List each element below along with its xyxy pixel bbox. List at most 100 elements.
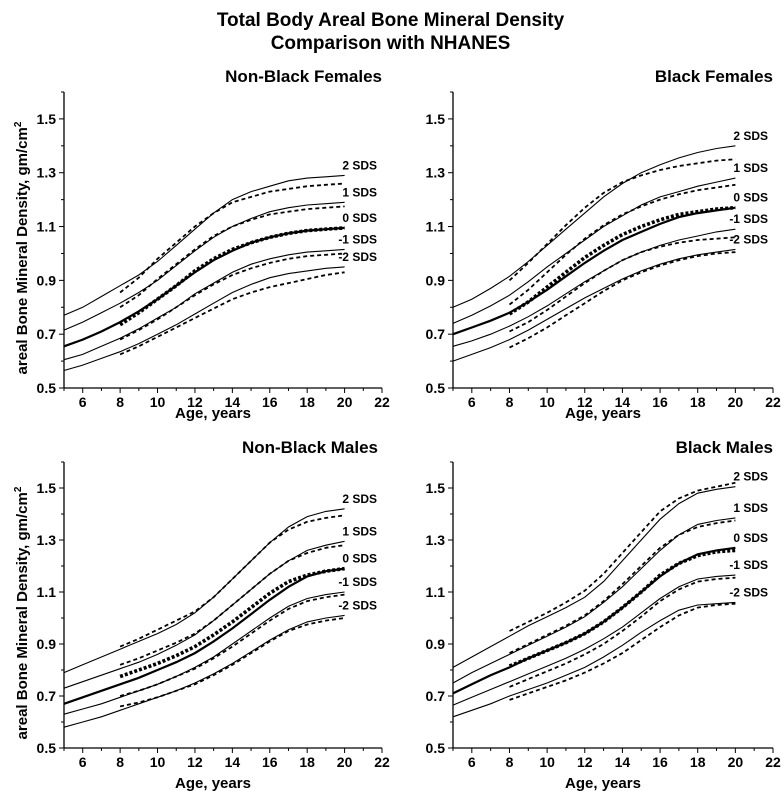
x-tick-label: 12 [187,394,203,410]
x-tick-label: 8 [506,394,514,410]
x-axis-label: Age, years [565,775,641,791]
series-line-nhanes-0-sds [119,226,345,327]
sds-annotation: 0 SDS [342,211,377,225]
sds-annotation: -1 SDS [729,212,768,226]
series-line-2-sds [452,601,736,718]
y-tick-label: 0.5 [426,740,446,756]
x-tick-label: 10 [150,394,166,410]
series-line-nhanes-1-sds [119,544,345,666]
y-tick-label: 1.1 [37,584,57,600]
x-tick-label: 6 [79,754,87,770]
x-tick-label: 6 [468,394,476,410]
sds-annotation: -1 SDS [338,232,377,246]
y-tick-label: 1.5 [37,480,57,496]
sds-annotation: 2 SDS [733,470,768,484]
series-line-2-sds [452,248,736,362]
y-tick-label: 0.7 [426,688,446,704]
series-line-nhanes-1-sds [509,236,736,333]
y-tick-label: 0.7 [37,326,57,342]
x-axis-label: Age, years [175,775,251,791]
series-line-0-sds [452,546,736,695]
series-line-0-sds [63,226,345,348]
sds-annotation: 0 SDS [733,531,768,545]
x-tick-label: 20 [728,754,744,770]
series-line-nhanes-2-sds [119,182,345,294]
y-tick-label: 0.7 [37,688,57,704]
series-line-nhanes-1-sds [509,576,736,688]
x-tick-label: 14 [615,394,631,410]
series-line-2-sds [452,486,736,668]
y-tick-label: 1.3 [37,165,57,181]
series-line-0-sds [63,567,345,705]
series-line-nhanes-0-sds [119,566,345,679]
series-line-nhanes-1-sds [119,252,345,341]
series-line-2-sds [452,145,736,308]
panel-title: Non-Black Males [242,438,378,457]
x-tick-label: 16 [652,754,668,770]
y-tick-label: 0.5 [37,380,57,396]
y-axis-label: areal Bone Mineral Density, gm/cm2 [13,121,31,374]
series-line-nhanes-1-sds [509,519,736,654]
x-tick-label: 6 [79,394,87,410]
series-line-nhanes-1-sds [119,593,345,697]
series-line-2-sds [63,174,345,316]
y-tick-label: 0.9 [426,272,446,288]
series-line-1-sds [452,517,736,684]
x-tick-label: 16 [262,754,278,770]
x-tick-label: 22 [765,394,781,410]
sds-annotation: 1 SDS [733,161,768,175]
y-tick-label: 1.5 [426,480,446,496]
x-tick-label: 10 [539,754,555,770]
sds-annotation: -2 SDS [729,585,768,599]
x-tick-label: 20 [337,394,353,410]
panel-title: Non-Black Females [225,67,382,86]
y-tick-label: 0.5 [37,740,57,756]
chart-panel-1: Non-Black Females 0.5 0.7 0.9 1.1 1.3 1.5 6 8 10 1… [13,67,390,422]
chart-panel-4: Black Males 0.5 0.7 0.9 1.1 1.3 1.5 6 8 10 12 14 16 1… [426,438,781,791]
x-tick-label: 22 [374,394,390,410]
sds-annotation: 1 SDS [733,501,768,515]
x-tick-label: 12 [187,754,203,770]
sds-annotation: -2 SDS [338,598,377,612]
x-tick-label: 18 [299,394,315,410]
x-tick-label: 20 [728,394,744,410]
series-line-nhanes-2-sds [119,271,345,356]
sds-annotation: -1 SDS [729,558,768,572]
y-tick-label: 0.9 [37,272,57,288]
x-tick-label: 8 [116,394,124,410]
y-tick-label: 0.5 [426,380,446,396]
sds-annotation: 2 SDS [733,129,768,143]
sds-annotation: -2 SDS [729,232,768,246]
sds-annotation: 0 SDS [733,191,768,205]
series-line-nhanes-2-sds [509,481,736,632]
x-tick-label: 16 [262,394,278,410]
series-line-nhanes-2-sds [508,158,736,282]
y-tick-label: 1.3 [426,165,446,181]
series-line-2-sds [63,266,345,372]
y-tick-label: 0.7 [426,326,446,342]
x-tick-label: 14 [615,754,631,770]
series-line-2-sds [63,614,345,728]
x-tick-label: 18 [690,754,706,770]
series-line-0-sds [452,206,736,336]
panel-title: Black Males [676,438,773,457]
y-tick-label: 1.5 [37,111,57,127]
sds-annotation: 1 SDS [342,524,377,538]
sds-annotation: -2 SDS [338,250,377,264]
y-tick-label: 1.5 [426,111,446,127]
x-axis-label: Age, years [565,405,641,422]
x-tick-label: 8 [116,754,124,770]
series-line-1-sds [63,248,345,361]
x-tick-label: 12 [577,754,593,770]
x-axis-label: Age, years [175,405,251,422]
sds-annotation: 0 SDS [342,552,377,566]
x-tick-label: 12 [577,394,593,410]
series-line-1-sds [452,228,736,347]
y-tick-label: 0.9 [37,636,57,652]
y-tick-label: 1.3 [426,532,446,548]
x-tick-label: 16 [652,394,668,410]
x-tick-label: 10 [539,394,555,410]
series-line-nhanes-2-sds [509,602,736,701]
x-tick-label: 20 [337,754,353,770]
